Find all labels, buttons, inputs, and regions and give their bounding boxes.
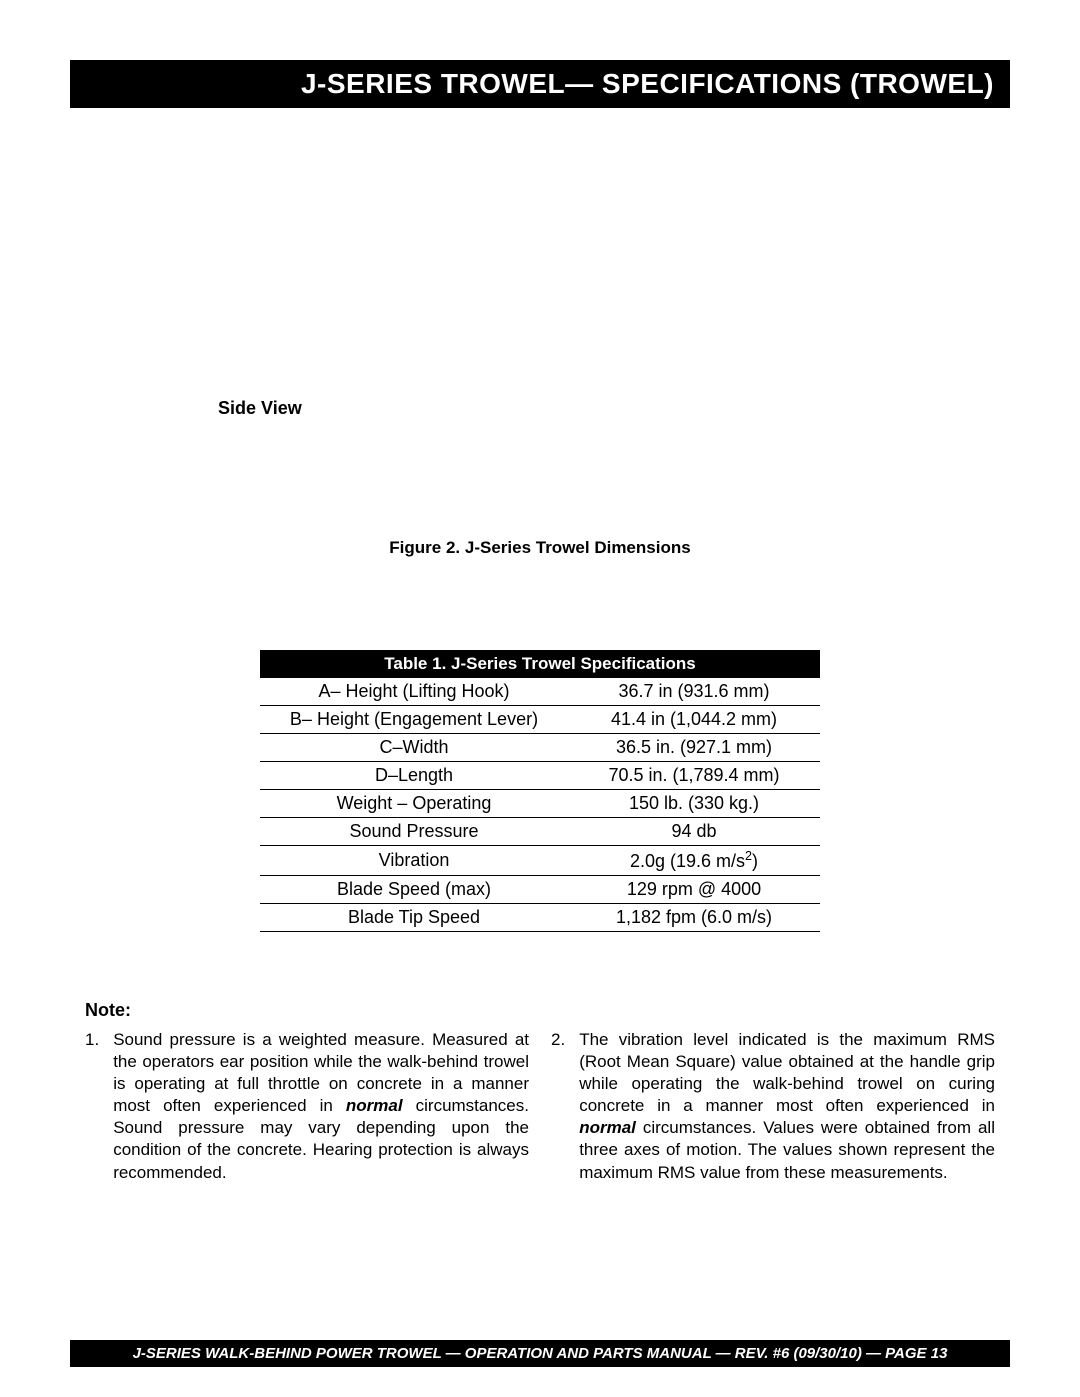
note-number: 1. xyxy=(85,1029,99,1184)
specifications-table: Table 1. J-Series Trowel Specifications … xyxy=(260,650,820,932)
spec-label: Sound Pressure xyxy=(260,818,568,846)
spec-value: 41.4 in (1,044.2 mm) xyxy=(568,706,820,734)
spec-label: Vibration xyxy=(260,846,568,876)
spec-label: C–Width xyxy=(260,734,568,762)
spec-value: 36.5 in. (927.1 mm) xyxy=(568,734,820,762)
table-row: Blade Tip Speed1,182 fpm (6.0 m/s) xyxy=(260,904,820,932)
table-row: Sound Pressure94 db xyxy=(260,818,820,846)
spec-label: Weight – Operating xyxy=(260,790,568,818)
page-footer-bar: J-SERIES WALK-BEHIND POWER TROWEL — OPER… xyxy=(70,1340,1010,1367)
spec-value: 70.5 in. (1,789.4 mm) xyxy=(568,762,820,790)
spec-value: 1,182 fpm (6.0 m/s) xyxy=(568,904,820,932)
table-row: Vibration2.0g (19.6 m/s2) xyxy=(260,846,820,876)
spec-label: Blade Speed (max) xyxy=(260,876,568,904)
table-row: Blade Speed (max)129 rpm @ 4000 xyxy=(260,876,820,904)
spec-label: Blade Tip Speed xyxy=(260,904,568,932)
table-row: A– Height (Lifting Hook)36.7 in (931.6 m… xyxy=(260,678,820,706)
table-body: A– Height (Lifting Hook)36.7 in (931.6 m… xyxy=(260,678,820,932)
spec-value: 129 rpm @ 4000 xyxy=(568,876,820,904)
figure-caption: Figure 2. J-Series Trowel Dimensions xyxy=(0,538,1080,558)
note-text: Sound pressure is a weighted measure. Me… xyxy=(113,1029,529,1184)
note-item: 2.The vibration level indicated is the m… xyxy=(551,1029,995,1184)
note-item: 1.Sound pressure is a weighted measure. … xyxy=(85,1029,529,1184)
table-row: D–Length70.5 in. (1,789.4 mm) xyxy=(260,762,820,790)
page-footer-text: J-SERIES WALK-BEHIND POWER TROWEL — OPER… xyxy=(133,1345,948,1362)
page-header-bar: J-SERIES TROWEL— SPECIFICATIONS (TROWEL) xyxy=(70,60,1010,108)
notes-section: Note: 1.Sound pressure is a weighted mea… xyxy=(85,1000,995,1184)
table-row: Weight – Operating150 lb. (330 kg.) xyxy=(260,790,820,818)
table-title: Table 1. J-Series Trowel Specifications xyxy=(260,650,820,678)
page-header-title: J-SERIES TROWEL— SPECIFICATIONS (TROWEL) xyxy=(301,68,994,99)
notes-columns: 1.Sound pressure is a weighted measure. … xyxy=(85,1029,995,1184)
spec-value: 150 lb. (330 kg.) xyxy=(568,790,820,818)
note-text: The vibration level indicated is the max… xyxy=(579,1029,995,1184)
table-row: B– Height (Engagement Lever)41.4 in (1,0… xyxy=(260,706,820,734)
notes-heading: Note: xyxy=(85,1000,995,1021)
table-row: C–Width36.5 in. (927.1 mm) xyxy=(260,734,820,762)
spec-value: 94 db xyxy=(568,818,820,846)
spec-label: D–Length xyxy=(260,762,568,790)
spec-value: 36.7 in (931.6 mm) xyxy=(568,678,820,706)
side-view-label: Side View xyxy=(218,398,302,419)
spec-label: A– Height (Lifting Hook) xyxy=(260,678,568,706)
spec-value: 2.0g (19.6 m/s2) xyxy=(568,846,820,876)
spec-label: B– Height (Engagement Lever) xyxy=(260,706,568,734)
note-number: 2. xyxy=(551,1029,565,1184)
